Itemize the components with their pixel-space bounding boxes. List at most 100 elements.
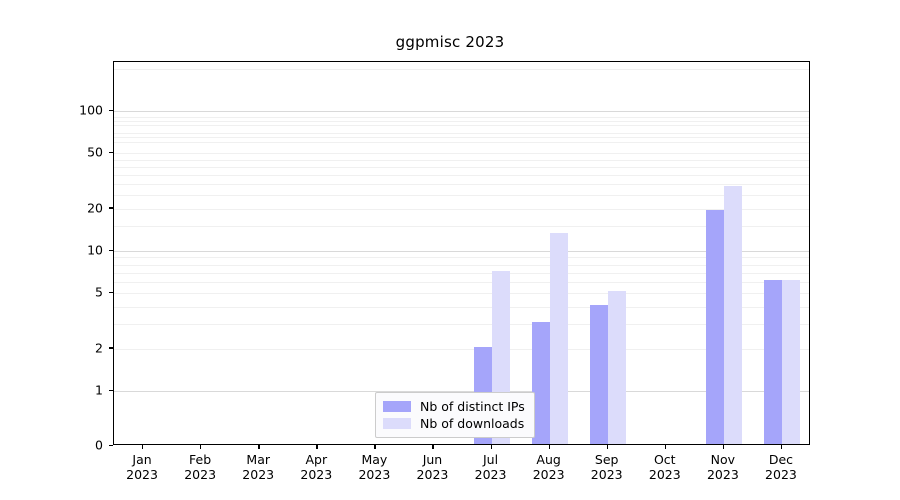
y-tick-label: 100 <box>79 102 103 118</box>
x-tick-label-year: 2023 <box>590 467 623 482</box>
x-tick-label-month: Sep <box>594 452 619 467</box>
gridline <box>114 132 809 134</box>
x-tick-label: Feb 2023 <box>165 452 235 482</box>
gridline <box>114 391 809 392</box>
gridline <box>114 226 809 228</box>
x-tick-label-year: 2023 <box>706 467 739 482</box>
legend-swatch-ips <box>383 401 411 412</box>
y-tick-label: 50 <box>87 144 103 160</box>
x-tick-label-year: 2023 <box>474 467 507 482</box>
gridline <box>114 111 809 112</box>
x-tick-mark <box>548 445 550 449</box>
bar-nov-downloads <box>723 186 742 444</box>
x-tick-mark <box>374 445 376 449</box>
gridline <box>114 137 809 139</box>
x-tick-label: Jun 2023 <box>397 452 467 482</box>
x-tick-label-month: Mar <box>246 452 270 467</box>
y-axis: 0 1 2 5 10 20 50 100 <box>55 0 103 500</box>
x-tick-label-year: 2023 <box>126 467 158 482</box>
gridline <box>114 257 809 259</box>
gridline <box>114 264 809 266</box>
gridline <box>114 124 809 126</box>
x-tick-mark <box>200 445 202 449</box>
y-tick-mark <box>109 151 113 153</box>
legend-label: Nb of downloads <box>420 416 525 431</box>
x-tick-label-month: Jan <box>132 452 152 467</box>
bar-dec-downloads <box>781 280 800 444</box>
gridline <box>114 348 809 350</box>
x-tick-label-year: 2023 <box>416 467 449 482</box>
x-tick-mark <box>780 445 783 449</box>
x-tick-label-year: 2023 <box>184 467 217 482</box>
legend-entry[interactable]: Nb of distinct IPs <box>383 398 525 415</box>
legend-entry[interactable]: Nb of downloads <box>383 415 525 432</box>
gridline <box>114 184 809 186</box>
x-tick-mark <box>664 445 667 449</box>
chart-legend: Nb of distinct IPs Nb of downloads <box>375 392 535 438</box>
gridline <box>114 306 809 308</box>
x-tick-label-month: Oct <box>653 452 676 467</box>
y-tick-mark <box>109 347 113 349</box>
y-tick-label: 5 <box>95 284 103 300</box>
y-tick-mark <box>109 249 113 251</box>
x-tick-label-year: 2023 <box>532 467 565 482</box>
bar-aug-ips <box>531 322 550 444</box>
x-tick-label-year: 2023 <box>242 467 275 482</box>
x-tick-label-year: 2023 <box>765 467 797 482</box>
gridline <box>114 117 809 119</box>
x-tick-label-year: 2023 <box>358 467 391 482</box>
x-tick-label: Oct 2023 <box>630 452 700 482</box>
y-tick-label: 20 <box>87 200 103 216</box>
x-tick-label-month: Jun <box>422 452 443 467</box>
x-tick-label-year: 2023 <box>648 467 681 482</box>
x-tick-label-month: Aug <box>536 452 561 467</box>
y-tick-label: 10 <box>87 242 103 258</box>
x-tick-label: Apr 2023 <box>281 452 351 482</box>
x-tick-mark <box>316 445 318 449</box>
x-tick-mark <box>258 445 260 449</box>
bar-dec-ips <box>763 280 782 444</box>
x-tick-label: Sep 2023 <box>572 452 642 482</box>
gridline <box>114 174 809 176</box>
y-tick-mark <box>109 444 113 446</box>
gridline <box>114 251 809 252</box>
x-tick-label-month: Dec <box>768 452 794 467</box>
gridline <box>114 195 809 197</box>
plot-area <box>113 61 810 445</box>
x-tick-mark <box>432 445 434 449</box>
y-tick-mark <box>109 109 113 111</box>
gridline <box>114 208 809 210</box>
x-tick-label: Jul 2023 <box>456 452 526 482</box>
x-tick-label: Mar 2023 <box>223 452 293 482</box>
bar-aug-downloads <box>549 233 568 444</box>
x-tick-label-month: Feb <box>189 452 212 467</box>
x-tick-mark <box>606 445 608 449</box>
gridline <box>114 153 809 155</box>
x-tick-mark <box>490 445 492 449</box>
y-tick-label: 1 <box>95 382 103 398</box>
legend-label: Nb of distinct IPs <box>420 399 525 414</box>
gridline <box>114 142 809 144</box>
gridline <box>114 159 809 161</box>
y-tick-label: 0 <box>95 437 103 453</box>
x-tick-label-year: 2023 <box>300 467 333 482</box>
gridline <box>114 166 809 168</box>
chart-title: ggpmisc 2023 <box>395 33 505 51</box>
bar-sep-ips <box>589 304 608 444</box>
x-tick-mark <box>722 445 725 449</box>
x-tick-label: Nov 2023 <box>688 452 758 482</box>
gridline <box>114 120 809 122</box>
gridline <box>114 68 809 70</box>
x-tick-label-month: Apr <box>305 452 328 467</box>
legend-swatch-downloads <box>383 418 411 429</box>
y-tick-mark <box>109 207 113 209</box>
y-tick-label: 2 <box>95 340 103 356</box>
bar-nov-ips <box>705 209 724 444</box>
bar-sep-downloads <box>607 291 626 444</box>
x-tick-label: May 2023 <box>339 452 409 482</box>
x-tick-label-month: Jul <box>482 452 499 467</box>
gridline <box>114 272 809 274</box>
x-tick-mark <box>142 445 144 449</box>
x-tick-label: Aug 2023 <box>514 452 584 482</box>
